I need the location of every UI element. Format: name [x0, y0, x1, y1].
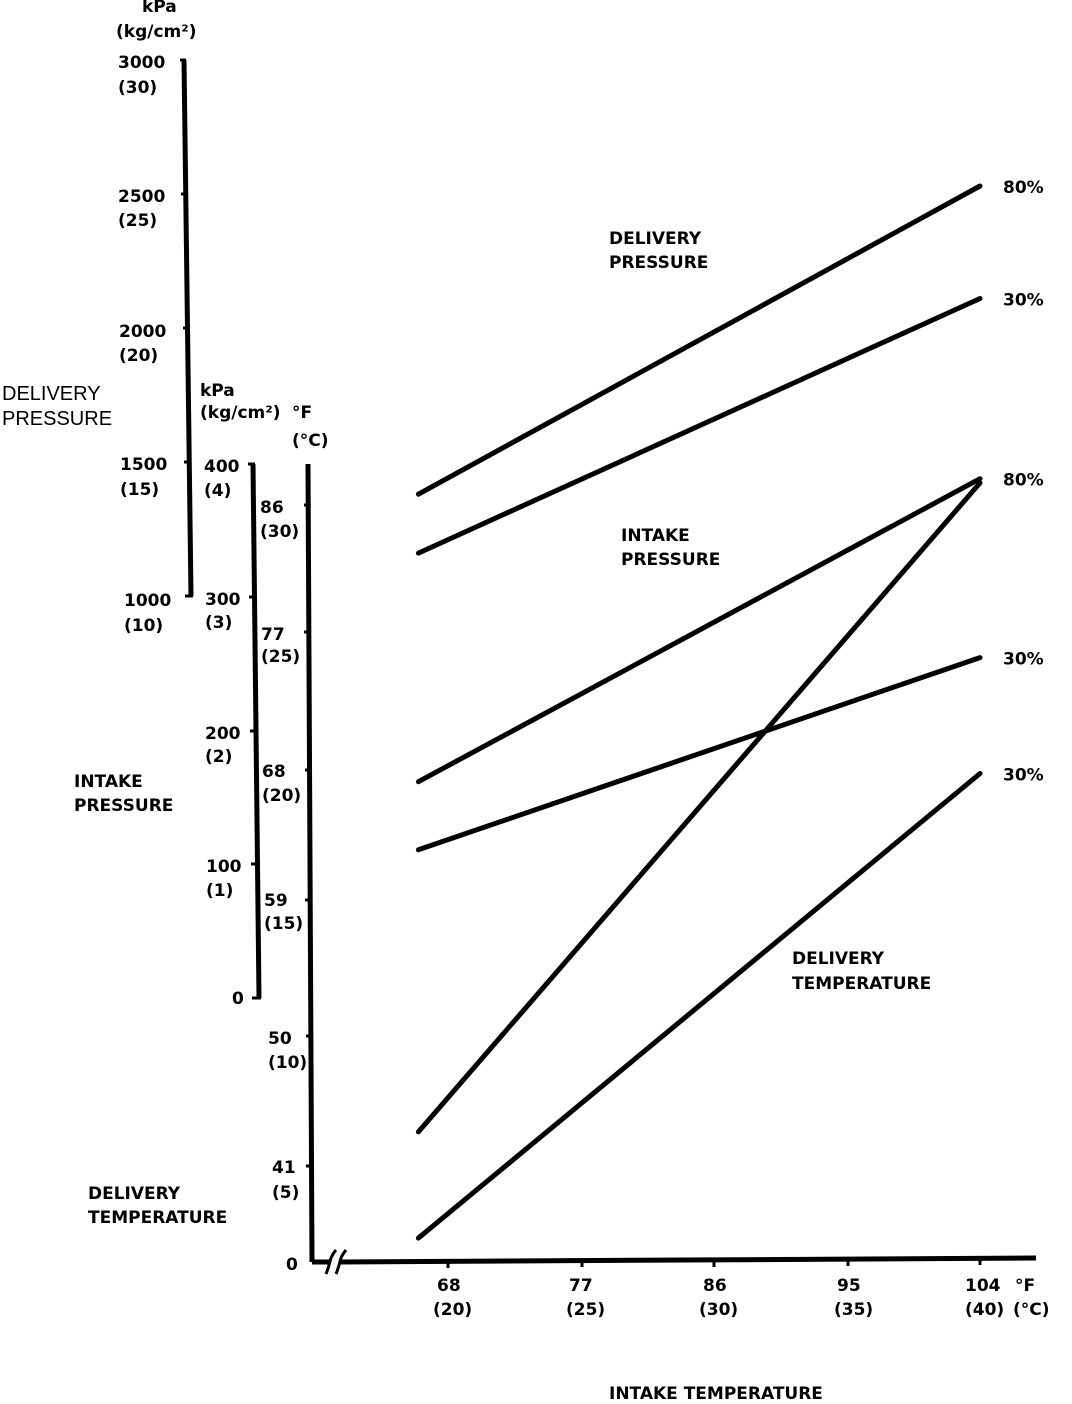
delivery-temperature-tick-label-alt: (30): [260, 522, 299, 542]
x-tick-label-alt: (40): [965, 1300, 1004, 1320]
group-label-intake-pressure: PRESSURE: [621, 550, 720, 570]
group-label-delivery-temperature: DELIVERY: [792, 949, 885, 969]
delivery-pressure-axis-label: PRESSURE: [2, 408, 112, 430]
intake-pressure-axis-label: PRESSURE: [74, 796, 173, 816]
delivery-temperature-tick-label-alt: (10): [268, 1053, 307, 1073]
delivery-temperature-unit: °F: [292, 403, 312, 423]
delivery-pressure-tick-label-alt: (15): [120, 480, 159, 500]
intake-pressure-tick-label-alt: (4): [204, 481, 231, 501]
delivery-pressure-tick-label-alt: (10): [124, 616, 163, 636]
delivery-temperature-tick-label-alt: (15): [264, 914, 303, 934]
delivery-temperature-tick-label: 68: [262, 762, 286, 782]
x-tick-label: 77: [569, 1276, 593, 1296]
delivery-pressure-tick-label: 1500: [120, 455, 167, 475]
series-label-delivery-temperature-30pct: 30%: [1003, 766, 1044, 786]
intake-pressure-axis-label: INTAKE: [74, 772, 143, 792]
x-axis-unit-alt: (°C): [1013, 1300, 1050, 1320]
delivery-temperature-tick-label: 86: [260, 498, 284, 518]
x-axis-unit: °F: [1015, 1276, 1035, 1296]
delivery-pressure-axis-label: DELIVERY: [2, 383, 101, 405]
delivery-pressure-tick-label: 2000: [119, 322, 166, 342]
delivery-temperature-unit-alt: (°C): [292, 431, 329, 451]
x-tick-label: 68: [437, 1276, 461, 1296]
intake-pressure-tick-label: 300: [205, 590, 241, 610]
delivery-pressure-unit: kPa: [142, 0, 177, 17]
delivery-temperature-tick-label-alt: (20): [262, 786, 301, 806]
intake-pressure-tick-label-alt: (2): [205, 747, 232, 767]
intake-pressure-unit: kPa: [200, 381, 235, 401]
series-line-delivery-temperature-30pct: [415, 771, 983, 1241]
series-layer: 80% 30% 80% 30% 30%: [415, 178, 1044, 1241]
series-label-delivery-pressure-30pct: 30%: [1003, 291, 1044, 311]
group-label-delivery-pressure: PRESSURE: [609, 253, 708, 273]
delivery-pressure-unit-alt: (kg/cm²): [116, 22, 196, 42]
delivery-temperature-tick-label: 41: [272, 1158, 296, 1178]
axis-ticks: [180, 58, 982, 1268]
delivery-pressure-tick-label: 1000: [124, 591, 171, 611]
delivery-pressure-tick-label-alt: (25): [118, 211, 157, 231]
intake-pressure-tick-label: 200: [205, 724, 241, 744]
series-line-intake-pressure-80pct: [415, 476, 983, 785]
x-tick-label-alt: (30): [699, 1300, 738, 1320]
x-tick-label: 86: [703, 1276, 727, 1296]
series-label-delivery-pressure-80pct: 80%: [1003, 178, 1044, 198]
x-axis-label: INTAKE TEMPERATURE: [609, 1384, 823, 1404]
x-tick-label-alt: (20): [433, 1300, 472, 1320]
delivery-pressure-tick-label-alt: (30): [118, 78, 157, 98]
intake-pressure-tick-label-alt: (3): [205, 613, 232, 633]
delivery-pressure-tick-label-alt: (20): [119, 346, 158, 366]
x-axis: [339, 1255, 1037, 1265]
delivery-temperature-tick-label: 77: [261, 625, 285, 645]
series-line-delivery-temperature-80pct: [415, 480, 983, 1135]
group-label-intake-pressure: INTAKE: [621, 526, 690, 546]
intake-pressure-tick-label-alt: (1): [206, 881, 233, 901]
series-line-delivery-pressure-80pct: [415, 183, 983, 497]
group-label-delivery-pressure: DELIVERY: [609, 229, 702, 249]
series-label-intake-pressure-30pct: 30%: [1003, 650, 1044, 670]
series-line-intake-pressure-30pct: [415, 655, 983, 853]
delivery-temperature-tick-label: 50: [268, 1029, 292, 1049]
delivery-temperature-axis: [305, 463, 315, 1263]
delivery-temperature-axis-label: TEMPERATURE: [88, 1208, 227, 1228]
series-label-intake-pressure-80pct: 80%: [1003, 471, 1044, 491]
series-line-delivery-pressure-30pct: [415, 296, 983, 556]
x-axis-break-mark: [324, 1249, 338, 1275]
delivery-temperature-tick-label: 59: [264, 891, 288, 911]
x-tick-label-alt: (25): [566, 1300, 605, 1320]
x-axis-break-mark: [334, 1249, 348, 1275]
delivery-temperature-tick-label-alt: (25): [261, 647, 300, 667]
x-tick-label: 104: [965, 1276, 1001, 1296]
group-label-delivery-temperature: TEMPERATURE: [792, 974, 931, 994]
delivery-temperature-tick-label-alt: (5): [272, 1183, 299, 1203]
x-tick-label: 95: [837, 1276, 861, 1296]
x-tick-label-alt: (35): [834, 1300, 873, 1320]
intake-pressure-unit-alt: (kg/cm²): [200, 403, 280, 423]
delivery-pressure-tick-label: 3000: [118, 53, 165, 73]
intake-pressure-tick-label: 400: [204, 457, 240, 477]
intake-pressure-tick-label: 100: [206, 857, 242, 877]
intake-pressure-tick-label: 0: [232, 989, 244, 1009]
delivery-temperature-tick-label: 0: [286, 1255, 298, 1275]
delivery-pressure-tick-label: 2500: [118, 187, 165, 207]
delivery-temperature-axis-label: DELIVERY: [88, 1184, 181, 1204]
